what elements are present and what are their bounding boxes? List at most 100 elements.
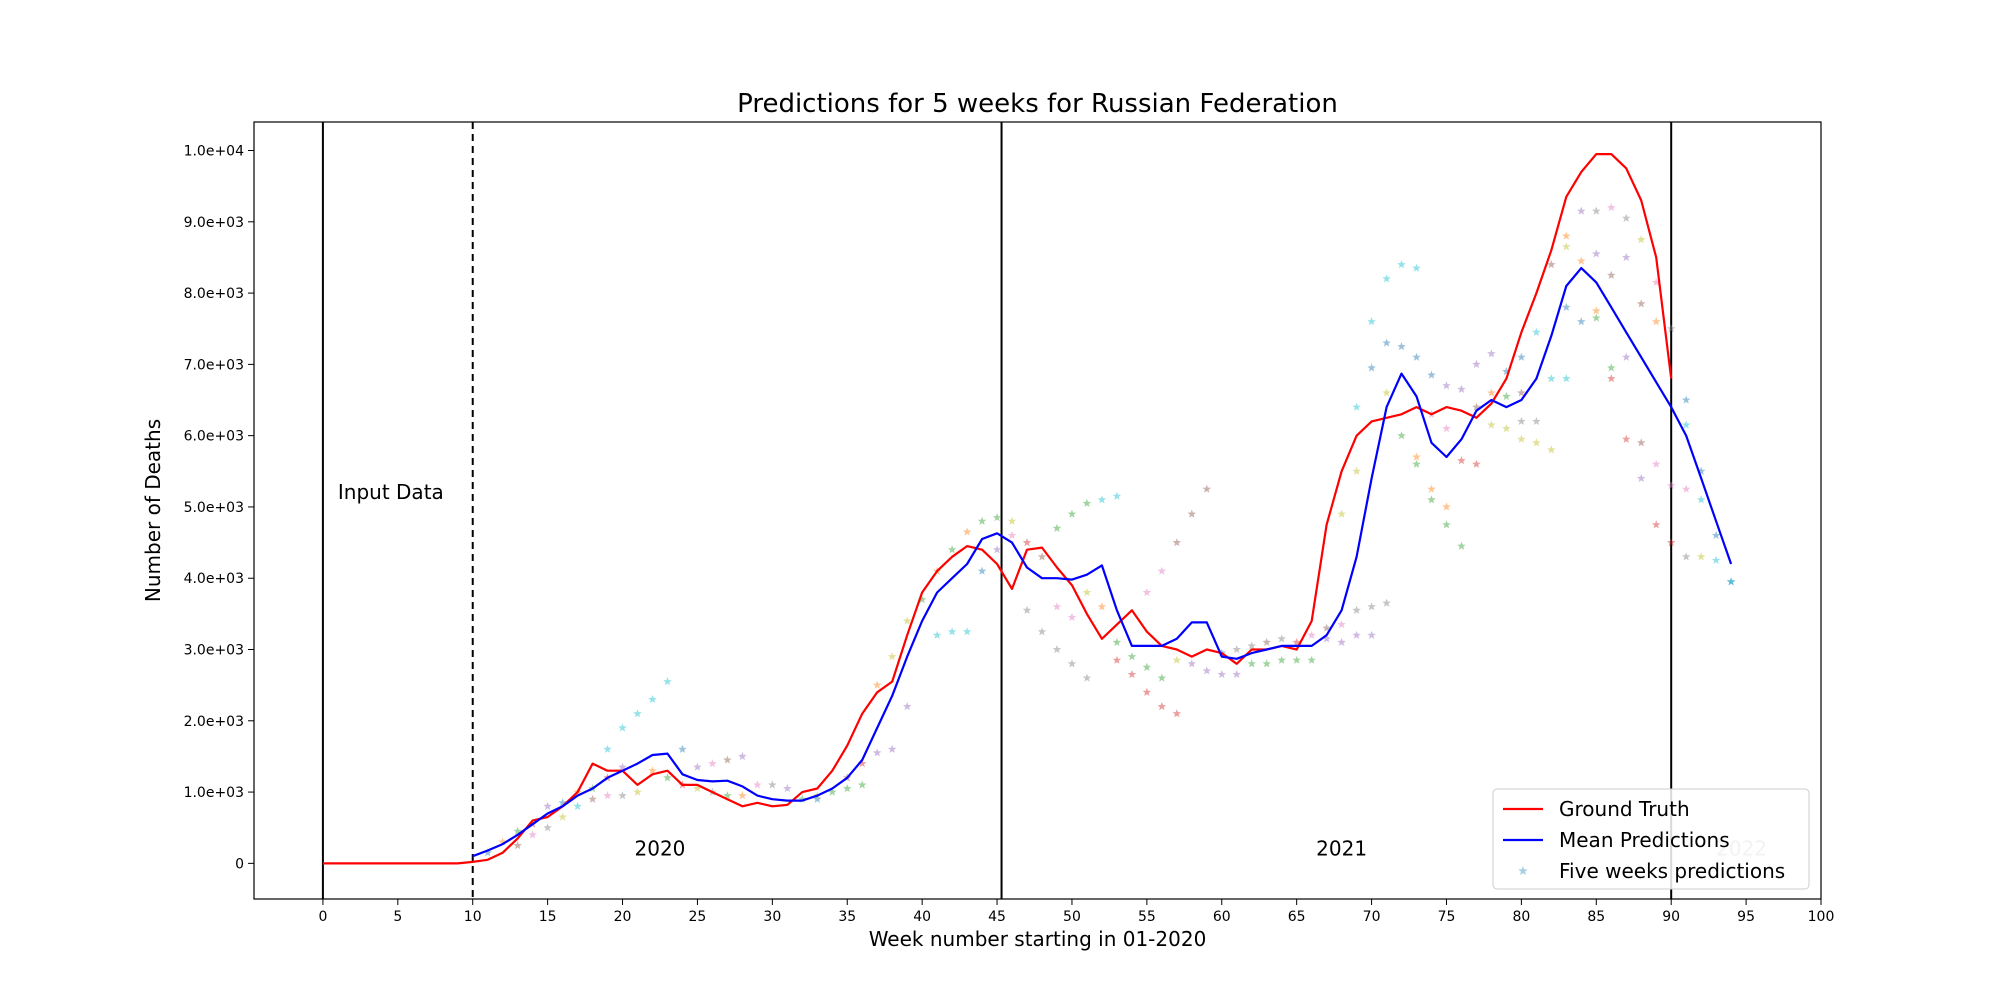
prediction-star [1202,484,1212,493]
legend-label: Five weeks predictions [1559,859,1785,883]
prediction-star [1696,495,1706,504]
prediction-star [857,759,867,768]
x-tick-label: 30 [763,909,781,925]
y-tick-label: 8.0e+03 [184,286,244,302]
prediction-star [1622,434,1631,443]
prediction-star [1427,495,1436,504]
x-tick-label: 70 [1363,909,1381,925]
prediction-star [1127,670,1137,679]
prediction-star [947,627,957,636]
prediction-star [1112,491,1122,500]
prediction-star [1247,641,1256,650]
x-tick-label: 15 [539,909,557,925]
prediction-star [1592,206,1601,215]
prediction-star [1577,256,1586,265]
x-tick-label: 0 [318,909,327,925]
prediction-star [1517,416,1526,425]
prediction-star [768,780,777,789]
prediction-star [1651,277,1661,286]
prediction-star [843,784,852,793]
prediction-star [1622,213,1631,222]
prediction-star [1337,620,1346,629]
prediction-star [1412,459,1421,468]
prediction-star [1562,374,1571,383]
y-axis-label: Number of Deaths [141,419,165,602]
prediction-star [648,766,657,775]
prediction-star [1711,530,1721,540]
x-tick-label: 5 [393,909,402,925]
x-tick-label: 95 [1737,909,1755,925]
prediction-star [1696,466,1706,475]
prediction-star [1337,637,1346,646]
prediction-star [1067,612,1077,622]
prediction-star [1397,342,1406,351]
prediction-star [1532,416,1541,425]
prediction-star [1442,520,1451,529]
prediction-star [663,773,672,782]
prediction-star [1277,655,1286,664]
vertical-lines [321,122,1673,899]
prediction-star [1097,495,1107,504]
plot-frame [253,121,1822,900]
prediction-star [857,780,867,789]
prediction-star [513,826,522,835]
prediction-star [1666,324,1676,333]
y-tick-label: 4.0e+03 [184,571,244,587]
prediction-star [1636,438,1646,447]
prediction-star [1112,637,1122,646]
x-tick-label: 100 [1808,909,1835,925]
x-axis-label: Week number starting in 01-2020 [869,927,1207,951]
prediction-star [1367,317,1376,326]
prediction-star [962,527,972,536]
prediction-star [1382,338,1391,347]
prediction-star [1532,438,1541,447]
prediction-star [618,762,627,771]
prediction-star [1142,662,1152,671]
y-tick-label: 1.0e+03 [184,785,244,801]
prediction-star [1726,577,1736,586]
prediction-star [1681,484,1691,493]
prediction-star [1562,302,1571,311]
prediction-star [1157,673,1167,682]
prediction-star [872,748,882,757]
prediction-star [1322,623,1331,632]
prediction-star [1382,598,1391,607]
prediction-star [753,780,762,789]
prediction-star [1547,374,1556,383]
prediction-star [1442,381,1451,390]
x-tick-label: 85 [1587,909,1605,925]
prediction-star [1157,566,1167,575]
prediction-star [513,841,522,850]
prediction-star [1292,655,1301,664]
prediction-star [872,680,882,689]
y-tick-label: 1.0e+04 [184,144,245,160]
prediction-star [1681,420,1691,429]
x-tick-label: 45 [988,909,1006,925]
prediction-star [1187,509,1197,518]
prediction-star [1067,509,1077,518]
prediction-star [1562,231,1571,240]
prediction-star [1022,605,1032,614]
prediction-star [1277,634,1286,643]
x-tick-label: 55 [1138,909,1156,925]
prediction-star [1247,659,1256,668]
prediction-star [1292,637,1301,646]
prediction-star [887,744,897,753]
legend-label: Mean Predictions [1559,828,1730,852]
x-tick-label: 60 [1213,909,1231,925]
prediction-star [1547,445,1556,454]
prediction-star [1367,363,1376,372]
prediction-star [723,755,732,764]
x-axis-ticks: 0 5 10 15 20 25 30 35 40 45 50 55 60 65 70 75 80 85 90 95 10… [318,899,1834,925]
prediction-star [1502,367,1511,376]
prediction-star [633,787,642,796]
prediction-star [1412,452,1421,461]
prediction-star [1217,670,1226,679]
prediction-star [1517,352,1526,361]
prediction-star [932,630,942,639]
prediction-star [1262,659,1271,668]
prediction-star [1592,313,1601,322]
prediction-star [543,801,552,810]
prediction-star [1457,384,1466,393]
